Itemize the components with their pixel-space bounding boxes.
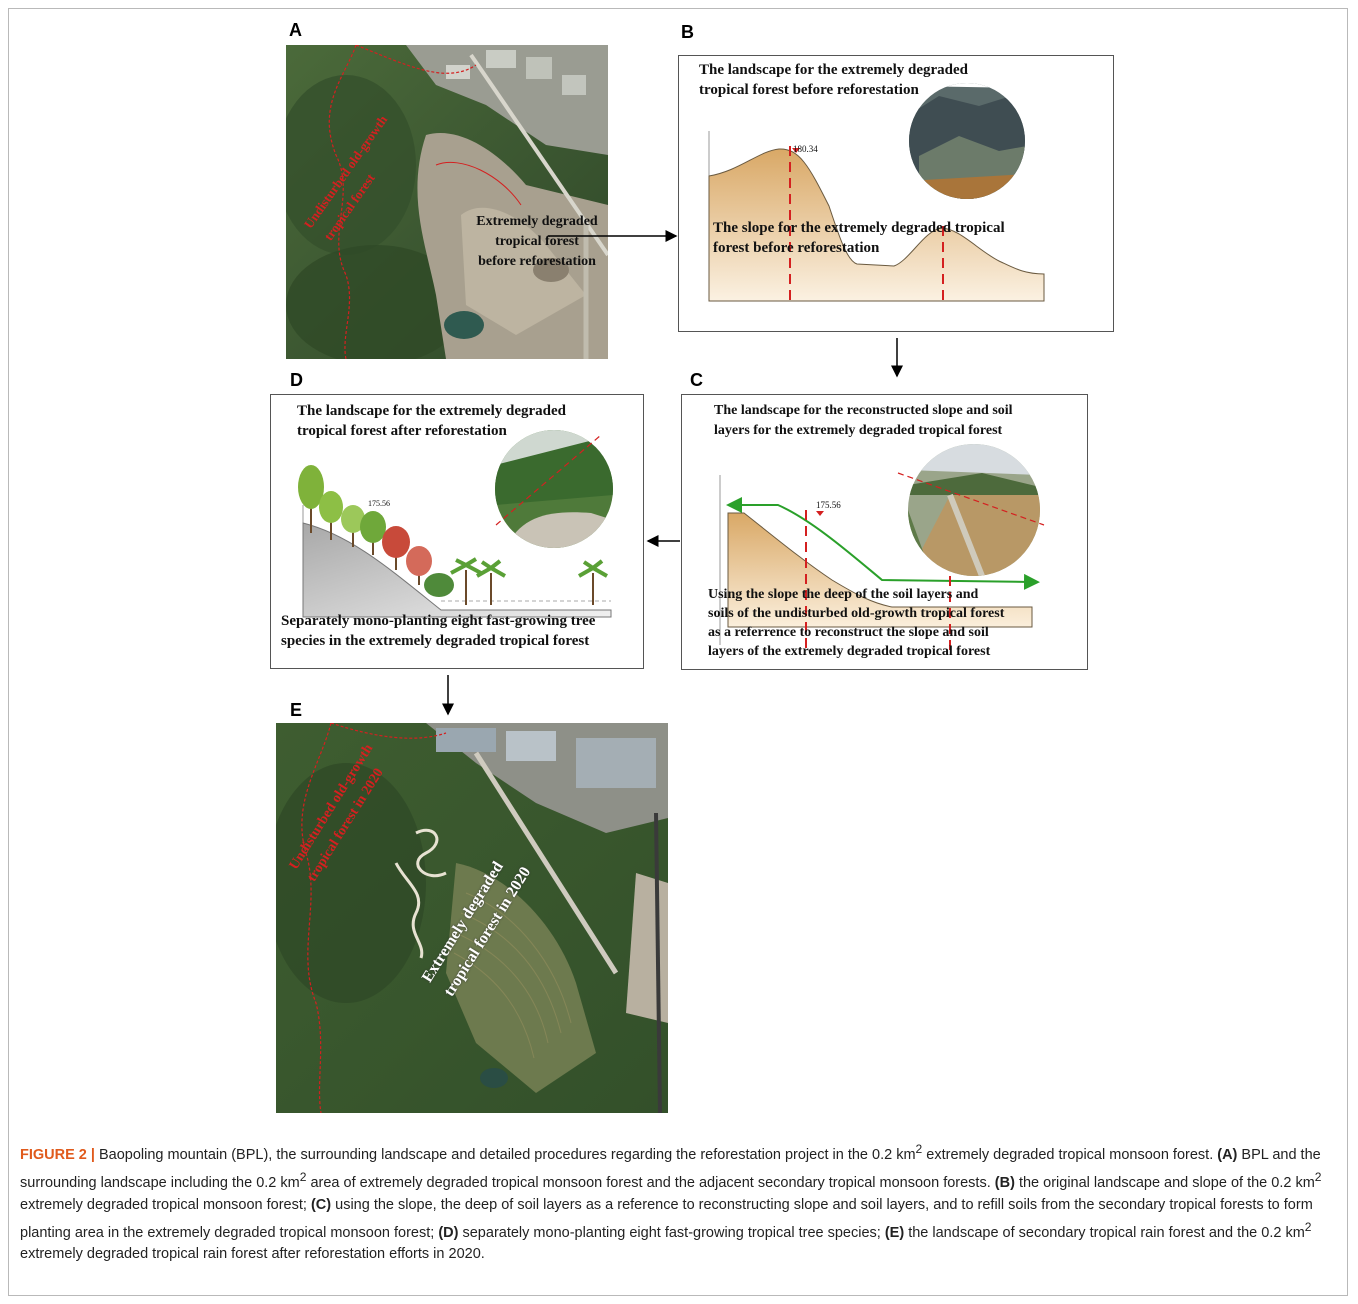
panel-d-body-line2: species in the extremely degraded tropic…: [281, 633, 590, 649]
caption-a-text: BPL and the surrounding landscape includ…: [20, 1146, 1321, 1191]
panel-a-label: A: [289, 20, 302, 40]
figure-frame: [8, 8, 1348, 1296]
caption-intro2: extremely degraded tropical monsoon fore…: [922, 1146, 1218, 1163]
flow-arrows: [442, 230, 903, 716]
panel-d-body: Separately mono-planting eight fast-grow…: [281, 611, 595, 651]
caption-e-text: the landscape of secondary tropical rain…: [904, 1224, 1305, 1241]
planted-trees: [298, 465, 608, 605]
figure-label: FIGURE 2 |: [20, 1146, 95, 1163]
panel-e-photo-graphic: [276, 723, 668, 1113]
caption-e-tag: (E): [884, 1224, 905, 1241]
panel-c-body: Using the slope the deep of the soil lay…: [708, 585, 1004, 661]
panel-d-planting-profile: [298, 430, 613, 618]
caption-a-text2: area of extremely degraded tropical mons…: [306, 1174, 995, 1191]
panel-c-slope-profile: [719, 444, 1045, 650]
caption-intro: Baopoling mountain (BPL), the surroundin…: [94, 1146, 916, 1163]
panel-b-slope-profile: [708, 83, 1045, 304]
figure-caption: FIGURE 2 | Baopoling mountain (BPL), the…: [20, 1138, 1338, 1265]
panel-b-label: B: [681, 22, 694, 42]
caption-sup-1: 2: [915, 1142, 923, 1156]
panel-b-title-line2: tropical forest before reforestation: [699, 82, 919, 98]
panel-a-callout-line2: tropical forest: [495, 234, 579, 249]
panel-b-title: The landscape for the extremely degraded…: [699, 60, 968, 100]
caption-c-text: using the slope, the deep of soil layers…: [20, 1196, 1313, 1241]
panel-b-slope-line1: The slope for the extremely degraded tro…: [713, 220, 1005, 236]
panel-c-title-line1: The landscape for the reconstructed slop…: [714, 403, 1013, 418]
caption-d-tag: (D): [438, 1224, 459, 1241]
panel-a-photo-graphic: [286, 45, 608, 359]
caption-sup-2: 2: [299, 1169, 307, 1184]
panel-d-body-line1: Separately mono-planting eight fast-grow…: [281, 613, 596, 629]
panel-d-title: The landscape for the extremely degraded…: [297, 401, 566, 441]
panel-c-body-line3: as a referrence to reconstruct the slope…: [708, 625, 989, 640]
caption-sup-4: 2: [1304, 1219, 1312, 1234]
caption-b-text2: extremely degraded tropical monsoon fore…: [20, 1196, 311, 1213]
panel-d-elevation: 175.56: [368, 499, 390, 508]
panel-b: The landscape for the extremely degraded…: [678, 55, 1114, 332]
panel-e-label: E: [290, 700, 303, 720]
panel-b-title-line1: The landscape for the extremely degraded: [699, 62, 968, 78]
caption-e-text2: extremely degraded tropical rain forest …: [20, 1246, 485, 1263]
panel-d-title-line1: The landscape for the extremely degraded: [297, 403, 566, 419]
panel-e-satellite-photo: [276, 723, 668, 1113]
panel-c: The landscape for the reconstructed slop…: [681, 394, 1088, 670]
caption-b-text: the original landscape and slope of the …: [1014, 1174, 1315, 1191]
panel-a-callout-line1: Extremely degraded: [476, 214, 598, 229]
caption-d-text: separately mono-planting eight fast-grow…: [458, 1224, 885, 1241]
panel-a-satellite-photo: [286, 45, 608, 359]
panel-d-title-line2: tropical forest after reforestation: [297, 423, 507, 439]
panel-c-label: C: [690, 370, 703, 390]
panel-c-body-line4: layers of the extremely degraded tropica…: [708, 644, 991, 659]
panel-b-elevation: 180.34: [793, 144, 818, 154]
panel-c-title-line2: layers for the extremely degraded tropic…: [714, 423, 1003, 438]
panel-c-elevation: 175.56: [816, 500, 841, 510]
panel-c-body-line1: Using the slope the deep of the soil lay…: [708, 587, 979, 602]
caption-c-tag: (C): [310, 1196, 332, 1213]
panel-d-label: D: [290, 370, 303, 390]
caption-a-tag: (A): [1217, 1146, 1238, 1163]
caption-sup-3: 2: [1314, 1169, 1322, 1184]
panel-b-slope-line2: forest before reforestation: [713, 240, 880, 256]
caption-b-tag: (B): [994, 1174, 1015, 1191]
panel-c-title: The landscape for the reconstructed slop…: [714, 401, 1013, 441]
panel-c-body-line2: soils of the undisturbed old-growth trop…: [708, 606, 1005, 621]
panel-d: The landscape for the extremely degraded…: [270, 394, 644, 669]
panel-a-callout-line3: before reforestation: [478, 254, 596, 269]
panel-b-slope-text: The slope for the extremely degraded tro…: [713, 218, 1005, 258]
panel-a-callout: Extremely degraded tropical forest befor…: [452, 212, 622, 272]
